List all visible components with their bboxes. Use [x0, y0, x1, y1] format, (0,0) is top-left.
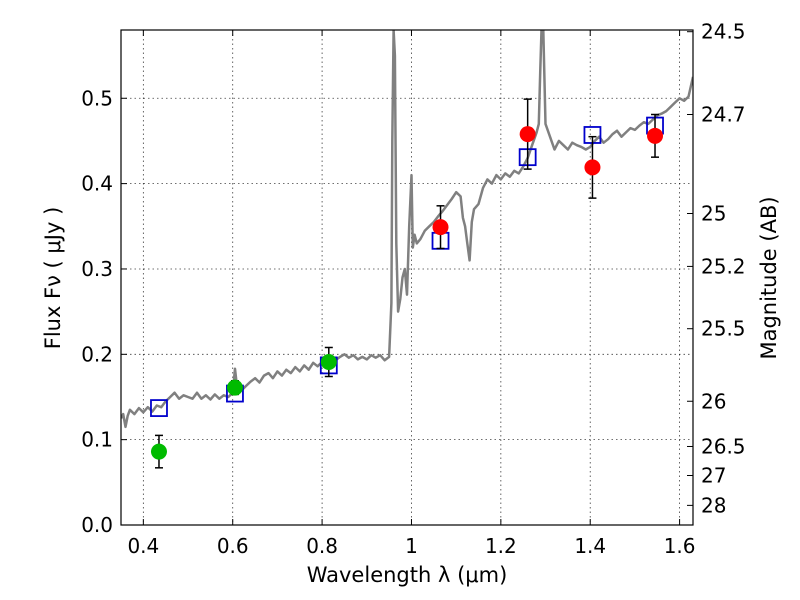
y-tick-label: 0.1 [81, 428, 113, 452]
x-tick-label: 1.2 [485, 534, 517, 558]
y-tick-label: 0.5 [81, 86, 113, 110]
y-tick-label: 0.3 [81, 257, 113, 281]
right-tick-label: 25.2 [701, 254, 746, 278]
red-data-point [647, 127, 664, 144]
red-data-point [432, 219, 449, 236]
y-tick-label: 0.0 [81, 513, 113, 537]
right-tick-label: 26 [701, 389, 726, 413]
right-tick-label: 25 [701, 201, 726, 225]
green-data-point [150, 443, 167, 460]
x-axis-title: Wavelength λ (μm) [307, 563, 508, 587]
right-axis-title: Magnitude (AB) [757, 196, 781, 359]
right-tick-label: 24.5 [701, 20, 746, 44]
right-tick-label: 26.5 [701, 434, 746, 458]
grid-lines [121, 30, 693, 526]
x-tick-label: 1 [405, 534, 418, 558]
right-tick-label: 27 [701, 464, 726, 488]
green-data-point [320, 353, 337, 370]
y-tick-label: 0.2 [81, 342, 113, 366]
right-tick-label: 25.5 [701, 317, 746, 341]
right-tick-label: 24.7 [701, 102, 746, 126]
right-tick-label: 28 [701, 493, 726, 517]
y-axis-title: Flux Fν ( μJy ) [41, 207, 65, 350]
x-tick-label: 1.4 [574, 534, 606, 558]
red-data-point [519, 126, 536, 143]
axis-ticks: 0.4 0.6 0.8 1 1.2 1.4 1.6 0.0 0.1 0.2 0.3 0.4 0.5 24.… [81, 20, 745, 558]
red-data-point [584, 159, 601, 176]
model-box-marker [150, 399, 168, 417]
spectrum-line [121, 30, 693, 429]
observed-points [150, 98, 664, 469]
x-tick-label: 1.6 [664, 534, 696, 558]
x-tick-label: 0.6 [217, 534, 249, 558]
green-data-point [226, 379, 243, 396]
x-tick-label: 0.4 [127, 534, 159, 558]
plot-frame [120, 29, 694, 526]
y-tick-label: 0.4 [81, 172, 113, 196]
x-tick-label: 0.8 [306, 534, 338, 558]
spectrum-series [121, 30, 693, 429]
